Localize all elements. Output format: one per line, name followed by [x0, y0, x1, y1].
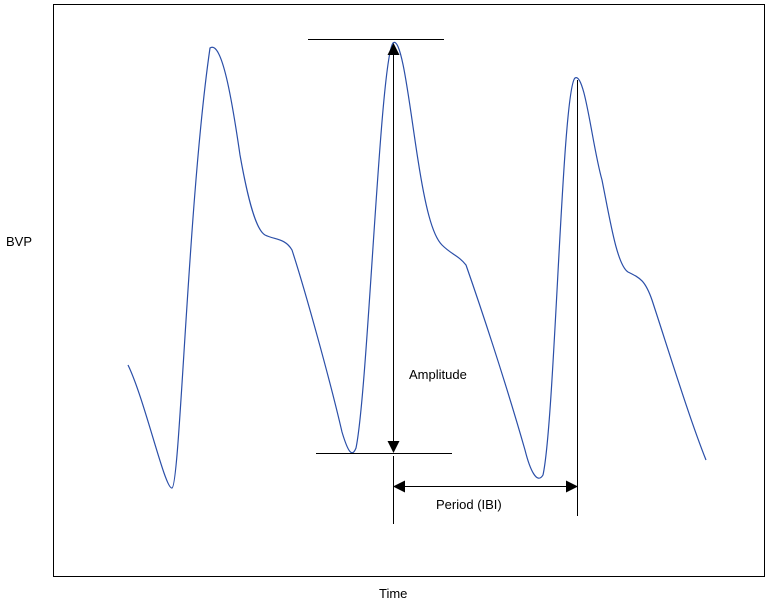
plot-frame [53, 4, 765, 577]
y-axis-label: BVP [6, 234, 32, 249]
x-axis-label: Time [379, 586, 407, 601]
amplitude-label: Amplitude [409, 367, 467, 382]
period-label: Period (IBI) [436, 497, 502, 512]
bvp-waveform [127, 42, 707, 489]
